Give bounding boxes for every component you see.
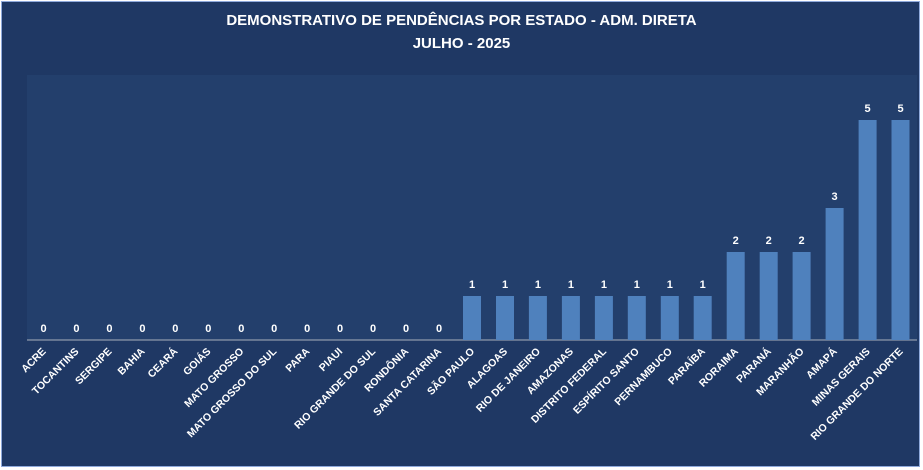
data-label: 0 xyxy=(40,323,46,335)
data-label: 0 xyxy=(73,323,79,335)
bar xyxy=(594,296,613,340)
chart-title: DEMONSTRATIVO DE PENDÊNCIAS POR ESTADO -… xyxy=(226,12,697,29)
data-label: 0 xyxy=(172,323,178,335)
x-tick-label: PIAUI xyxy=(317,346,345,374)
x-tick-label: BAHIA xyxy=(116,345,148,377)
data-label: 1 xyxy=(568,279,574,291)
bar xyxy=(891,120,910,340)
bar xyxy=(496,296,514,340)
data-label: 0 xyxy=(370,323,376,335)
data-label: 0 xyxy=(271,323,277,335)
data-label: 1 xyxy=(700,279,706,291)
data-label: 2 xyxy=(733,235,739,247)
data-label: 0 xyxy=(238,323,244,335)
bar xyxy=(759,252,778,340)
bar xyxy=(627,296,646,340)
data-label: 1 xyxy=(469,279,475,291)
bar xyxy=(792,252,811,340)
data-label: 2 xyxy=(766,235,772,247)
data-label: 3 xyxy=(832,191,838,203)
x-tick-label: ACRE xyxy=(19,346,49,376)
x-tick-label: MINAS GERAIS xyxy=(810,346,873,409)
data-label: 0 xyxy=(337,323,343,335)
data-label: 5 xyxy=(865,103,871,115)
data-label: 0 xyxy=(205,323,211,335)
bar xyxy=(693,296,712,340)
x-tick-label: MATO GROSSO xyxy=(182,346,246,410)
bar xyxy=(726,252,745,340)
bar xyxy=(528,296,547,340)
data-label: 1 xyxy=(535,279,541,291)
data-label: 0 xyxy=(304,323,310,335)
bar xyxy=(825,208,844,340)
x-tick-label: PERNAMBUCO xyxy=(612,346,675,409)
bar xyxy=(660,296,679,340)
data-label: 1 xyxy=(601,279,607,291)
data-label: 0 xyxy=(106,323,112,335)
data-label: 0 xyxy=(139,323,145,335)
data-label: 0 xyxy=(403,323,409,335)
bar xyxy=(858,120,877,340)
x-tick-label: GOIÁS xyxy=(180,345,213,378)
data-label: 1 xyxy=(634,279,640,291)
data-label: 2 xyxy=(799,235,805,247)
bars-group xyxy=(463,120,910,340)
bar xyxy=(561,296,580,340)
data-label: 1 xyxy=(667,279,673,291)
data-label: 0 xyxy=(436,323,442,335)
value-labels-group: 0 0 0 0 0 0 0 0 0 0 0 0 0 1 1 1 1 1 1 1 1 2 2 2 3 5 5 xyxy=(40,103,903,335)
data-label: 1 xyxy=(502,279,508,291)
x-tick-label: CEARÁ xyxy=(145,345,181,381)
chart-subtitle: JULHO - 2025 xyxy=(412,35,511,52)
bar xyxy=(463,296,481,340)
x-tick-label: PARA xyxy=(283,345,312,374)
data-label: 5 xyxy=(897,103,903,115)
